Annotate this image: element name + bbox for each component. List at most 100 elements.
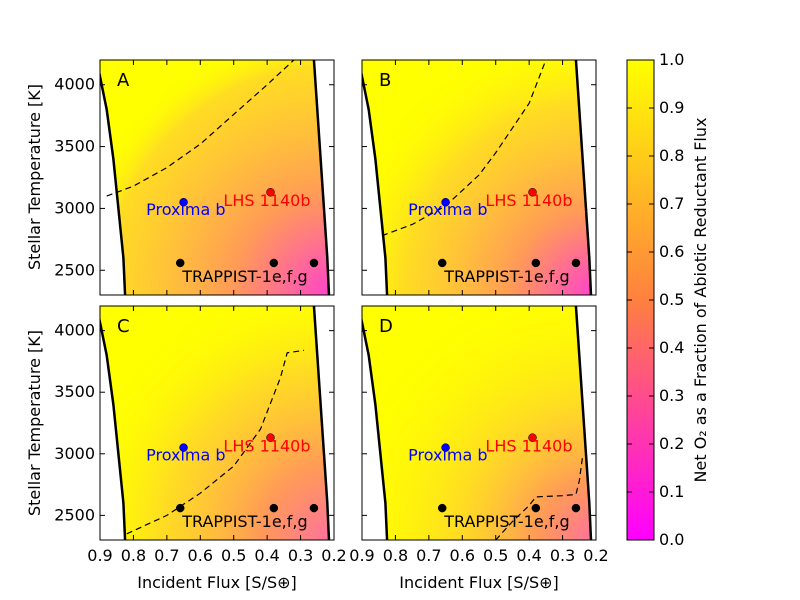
planet-label: TRAPPIST-1e,f,g: [181, 512, 307, 531]
x-tick-label: 0.3: [550, 546, 575, 565]
planet-label: TRAPPIST-1e,f,g: [443, 267, 569, 286]
planet-marker: [309, 503, 319, 513]
x-tick-label: 0.9: [349, 546, 374, 565]
outside-zone-left: [362, 306, 388, 540]
panel-letter: B: [379, 70, 391, 91]
x-tick-label: 0.8: [383, 546, 408, 565]
colorbar-tick-label: 0.6: [659, 242, 684, 261]
y-tick-label: 3000: [54, 444, 95, 463]
y-tick-label: 3000: [54, 198, 95, 217]
planet-marker: [266, 187, 275, 197]
x-tick-label: 0.3: [288, 546, 313, 565]
planet-marker: [571, 258, 581, 268]
x-tick-label: 0.8: [121, 546, 146, 565]
planet-marker: [175, 503, 185, 513]
panel-letter: A: [117, 70, 130, 91]
hz-outer-edge: [312, 60, 331, 295]
planet-marker: [269, 258, 279, 268]
planet-marker: [309, 258, 319, 268]
hz-outer-edge: [574, 306, 593, 540]
y-tick-label: 2500: [54, 505, 95, 524]
planet-marker: [179, 197, 188, 207]
hz-inner-edge: [100, 316, 127, 540]
heatmap-gradient: [362, 60, 596, 295]
planet-marker: [441, 197, 450, 207]
planet-marker: [571, 503, 581, 513]
planet-marker: [269, 503, 279, 513]
planet-marker: [179, 443, 188, 452]
colorbar-tick-label: 0.0: [659, 530, 684, 549]
planet-label: Proxima b: [408, 200, 487, 219]
planet-label: LHS 1140b: [485, 437, 572, 456]
panel-frame: [361, 59, 597, 296]
planet-label: TRAPPIST-1e,f,g: [181, 267, 307, 286]
panel-letter: C: [117, 316, 130, 337]
x-tick-label: 0.7: [416, 546, 441, 565]
planet-marker: [266, 433, 275, 442]
x-tick-label: 0.4: [516, 546, 541, 565]
heatmap-gradient: [362, 306, 596, 540]
planet-label: Proxima b: [146, 446, 225, 465]
colorbar-tick-label: 0.3: [659, 386, 684, 405]
x-axis-label-left: Incident Flux [S/S⊕]: [137, 573, 297, 592]
x-tick-label: 0.2: [583, 546, 608, 565]
y-tick-label: 4000: [54, 75, 95, 94]
x-axis-label-right: Incident Flux [S/S⊕]: [399, 573, 559, 592]
y-axis-label-bottom: Stellar Temperature [K]: [25, 330, 44, 516]
hz-inner-edge: [362, 70, 389, 295]
outside-zone-left: [362, 60, 388, 295]
y-tick-label: 3500: [54, 137, 95, 156]
colorbar-label: Net O₂ as a Fraction of Abiotic Reductan…: [691, 118, 710, 483]
planet-marker: [531, 503, 541, 513]
outside-zone-left: [100, 60, 126, 295]
x-tick-label: 0.5: [483, 546, 508, 565]
y-tick-label: 3500: [54, 382, 95, 401]
hz-inner-edge: [362, 316, 389, 540]
planet-label: LHS 1140b: [223, 191, 310, 210]
y-tick-label: 2500: [54, 260, 95, 279]
x-tick-label: 0.5: [221, 546, 246, 565]
panel-letter: D: [379, 316, 393, 337]
colorbar-tick-label: 0.4: [659, 338, 684, 357]
dashed-contour: [381, 60, 547, 237]
heatmap-gradient: [100, 306, 334, 540]
dashed-contour: [126, 349, 305, 535]
colorbar-tick-label: 0.9: [659, 98, 684, 117]
colorbar-tick-label: 0.1: [659, 482, 684, 501]
x-tick-label: 0.4: [254, 546, 279, 565]
hz-outer-edge: [312, 306, 331, 540]
x-tick-label: 0.6: [188, 546, 213, 565]
planet-marker: [437, 503, 447, 513]
y-tick-label: 4000: [54, 321, 95, 340]
dashed-contour: [495, 456, 584, 540]
x-tick-label: 0.6: [450, 546, 475, 565]
planet-marker: [175, 258, 185, 268]
hz-inner-edge: [100, 70, 127, 295]
hz-outer-edge: [574, 60, 593, 295]
colorbar-tick-label: 0.2: [659, 434, 684, 453]
planet-label: LHS 1140b: [485, 191, 572, 210]
planet-marker: [441, 443, 450, 452]
planet-marker: [531, 258, 541, 268]
colorbar: 0.0 0.1 0.2 0.3 0.4 0.5 0.6 0.7 0.8 0.9 1.0 Net O₂…: [626, 50, 710, 549]
planet-marker: [437, 258, 447, 268]
planet-label: Proxima b: [408, 446, 487, 465]
planet-marker: [528, 433, 537, 442]
x-tick-label: 0.9: [87, 546, 112, 565]
outside-zone-left: [100, 306, 126, 540]
planet-label: Proxima b: [146, 200, 225, 219]
planet-marker: [528, 187, 537, 197]
planet-label: LHS 1140b: [223, 437, 310, 456]
x-tick-label: 0.7: [154, 546, 179, 565]
panel-frame: [99, 59, 335, 296]
planet-label: TRAPPIST-1e,f,g: [443, 512, 569, 531]
colorbar-tick-label: 0.7: [659, 194, 684, 213]
panel-frame: [361, 305, 597, 541]
heatmap-gradient: [100, 60, 334, 295]
